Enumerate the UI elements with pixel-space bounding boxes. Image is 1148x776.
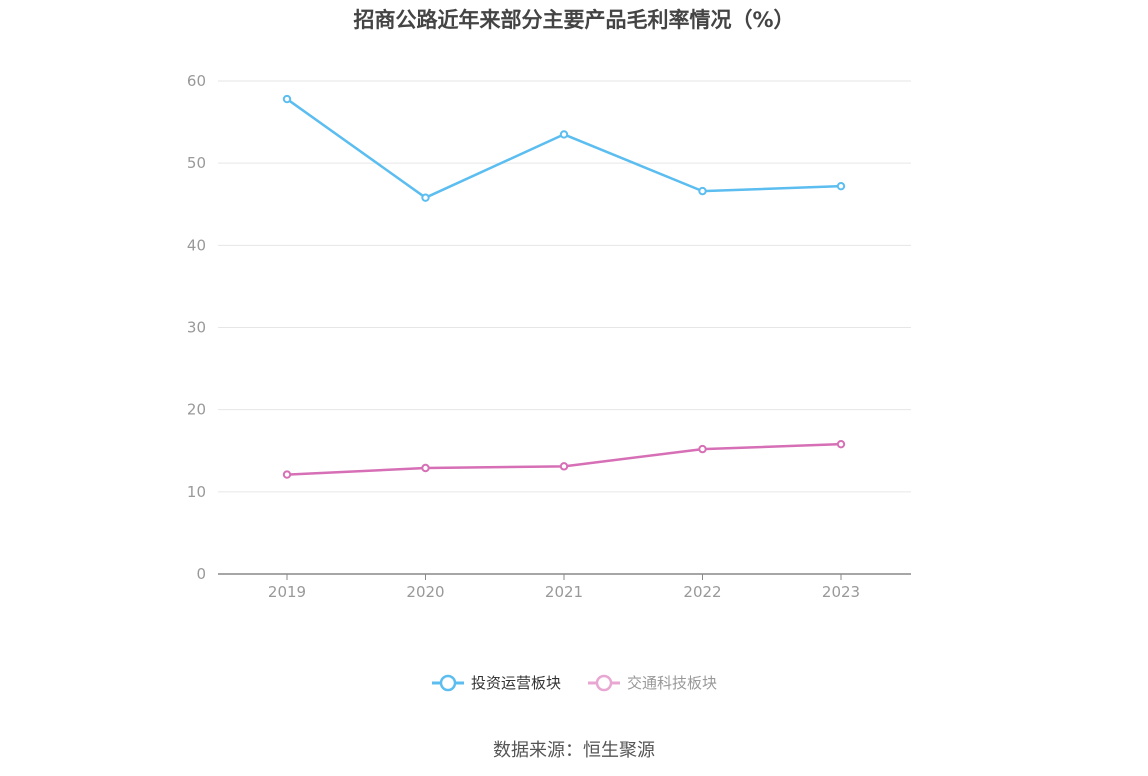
- data-point[interactable]: [559, 462, 569, 471]
- data-point[interactable]: [421, 193, 430, 202]
- data-point[interactable]: [698, 444, 707, 454]
- x-tick-label: 2019: [268, 583, 306, 601]
- series-0: [282, 94, 846, 202]
- y-tick-label: 20: [187, 401, 206, 419]
- data-point[interactable]: [559, 130, 569, 139]
- legend-line-icon: [431, 674, 464, 691]
- legend-label: 交通科技板块: [627, 674, 718, 692]
- x-tick-label: 2021: [545, 583, 583, 601]
- y-tick-label: 30: [187, 319, 206, 337]
- data-point[interactable]: [836, 439, 846, 449]
- legend: 投资运营板块 交通科技板块: [0, 672, 1148, 693]
- x-axis: 2019 2020 2021 2022 2023: [218, 573, 911, 601]
- legend-item-series-1[interactable]: 交通科技板块: [587, 672, 717, 693]
- y-tick-label: 50: [187, 154, 206, 172]
- chart-title: 招商公路近年来部分主要产品毛利率情况（%）: [353, 8, 795, 32]
- x-tick-label: 2020: [406, 583, 444, 601]
- x-tick-label: 2023: [822, 583, 860, 601]
- line-chart: 0 10 20 30 40 50 60 2019 2020 2021 2022 2023: [187, 72, 911, 601]
- y-tick-label: 40: [187, 236, 206, 254]
- data-point[interactable]: [282, 470, 292, 479]
- series-line: [286, 98, 842, 199]
- series-1: [282, 439, 846, 479]
- legend-item-series-0[interactable]: 投资运营板块: [431, 672, 561, 693]
- y-tick-label: 0: [196, 565, 206, 583]
- y-axis-ticks: 0 10 20 30 40 50 60: [187, 72, 206, 583]
- grid-lines: [218, 80, 911, 493]
- y-tick-label: 10: [187, 483, 206, 501]
- x-tick-label: 2022: [683, 583, 721, 601]
- data-point[interactable]: [836, 181, 846, 191]
- series-group: [282, 94, 846, 479]
- legend-line-icon: [588, 674, 620, 691]
- data-source: 数据来源：恒生聚源: [493, 740, 655, 761]
- data-point[interactable]: [282, 94, 292, 104]
- y-tick-label: 60: [187, 72, 206, 90]
- data-point[interactable]: [698, 186, 707, 196]
- legend-label: 投资运营板块: [470, 674, 561, 692]
- data-point[interactable]: [421, 463, 430, 473]
